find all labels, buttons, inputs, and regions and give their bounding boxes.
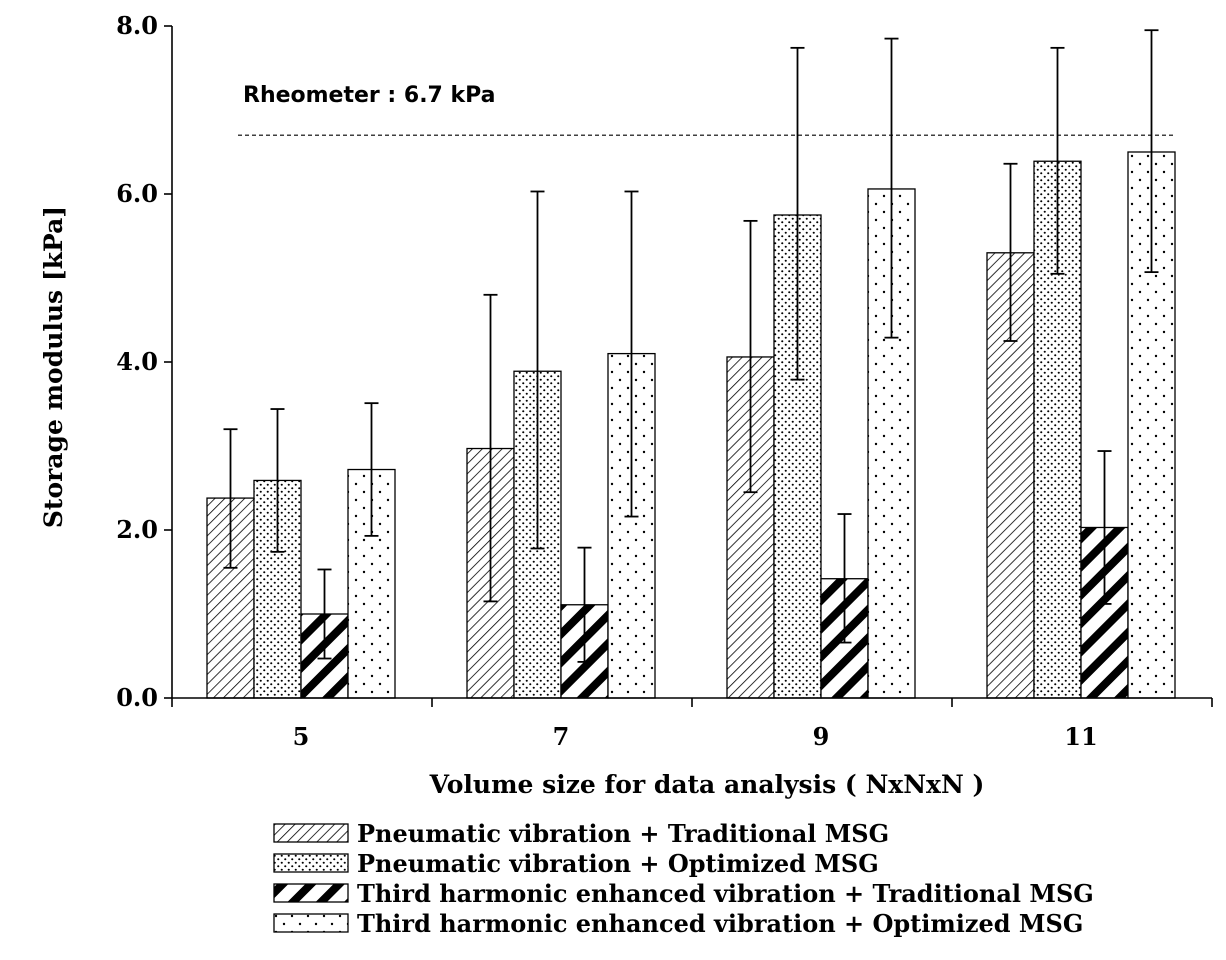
error-bar-s4-7 [624,190,639,518]
y-tick-label: 0.0 [116,683,158,712]
error-bar-s3-11 [1097,450,1112,605]
error-bar-s1-7 [483,293,498,603]
legend-swatch-s4 [273,913,349,933]
y-tick-label: 4.0 [116,347,158,376]
x-tick-label: 5 [293,722,310,751]
error-bar-s3-5 [317,568,332,660]
legend-swatch-s2 [273,853,349,873]
error-bar-s2-11 [1050,46,1065,275]
error-bar-s2-7 [530,190,545,550]
bars-group [206,151,1176,699]
legend-swatch-s1 [273,823,349,843]
legend: Pneumatic vibration + Traditional MSGPne… [273,819,1094,938]
error-bar-s1-11 [1003,162,1018,342]
error-bars-group [223,29,1159,663]
legend-label-s4: Third harmonic enhanced vibration + Opti… [357,909,1083,938]
y-tick-label: 2.0 [116,515,158,544]
rheometer-annotation: Rheometer : 6.7 kPa [243,83,496,108]
error-bar-s2-9 [790,46,805,381]
error-bar-s3-9 [837,513,852,644]
legend-label-s1: Pneumatic vibration + Traditional MSG [357,819,889,848]
legend-label-s2: Pneumatic vibration + Optimized MSG [357,849,879,878]
legend-label-s3: Third harmonic enhanced vibration + Trad… [357,879,1094,908]
error-bar-s2-5 [270,408,285,553]
axes-group [164,25,1213,707]
error-bar-s4-5 [364,402,379,537]
x-tick-label: 9 [813,722,830,751]
error-bar-s1-9 [743,219,758,494]
error-bar-s4-11 [1144,29,1159,274]
legend-swatch-s3 [273,883,349,903]
error-bar-s4-9 [884,37,899,339]
y-axis-title: Storage modulus [kPa] [39,206,68,528]
y-tick-label: 8.0 [116,11,158,40]
error-bar-s3-7 [577,546,592,663]
x-axis-title: Volume size for data analysis ( NxNxN ) [429,770,985,799]
y-tick-label: 6.0 [116,179,158,208]
x-tick-label: 7 [553,722,570,751]
x-tick-label: 11 [1064,722,1097,751]
error-bar-s1-5 [223,428,238,569]
tick-labels-group: 0.0 2.0 4.0 6.0 8.0 5 7 9 11 [116,11,1097,751]
